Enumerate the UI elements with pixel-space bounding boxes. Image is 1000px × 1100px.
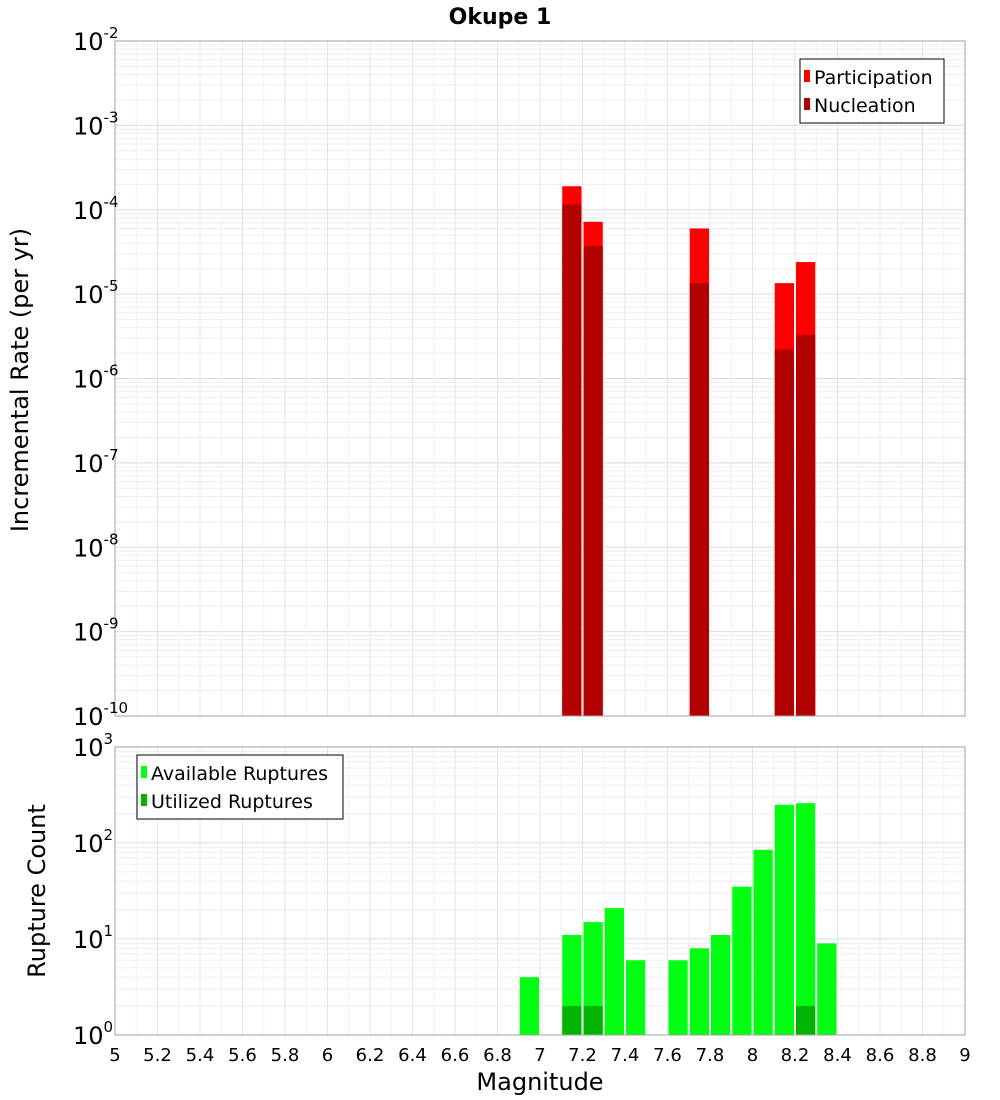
top-plot-frame [114, 40, 966, 717]
bottom-plot-panel: 103 102 101 100 Available Ruptures Utilized R… [73, 730, 971, 1066]
top-legend-swatch [804, 98, 810, 110]
x-tick-label: 7.2 [568, 1045, 597, 1066]
top-legend-entry: Nucleation [814, 95, 916, 117]
bottom-legend-swatch [141, 766, 147, 778]
x-tick-label: 8.2 [781, 1045, 810, 1066]
top-bars [562, 186, 816, 717]
bottom-legend-box [136, 754, 344, 820]
bottom-y-axis-label: Rupture Count [23, 804, 51, 978]
x-tick-label: 5.2 [143, 1045, 172, 1066]
chart-title: Okupe 1 [449, 5, 552, 30]
top-bar-nucleation [689, 283, 709, 716]
top-grid [114, 41, 966, 717]
x-tick-label: 8.6 [866, 1045, 895, 1066]
bottom-y-tick-label: 101 [73, 922, 113, 954]
bottom-legend-swatch [141, 794, 147, 806]
top-y-tick-label: 10-2 [73, 24, 119, 56]
x-tick-label: 5.4 [186, 1045, 215, 1066]
bottom-y-tick-label: 103 [73, 730, 113, 762]
top-y-tick-label: 10-4 [73, 193, 119, 225]
top-bar-nucleation [774, 349, 794, 716]
top-bar-nucleation [796, 334, 816, 716]
bottom-legend-entry: Available Ruptures [151, 763, 328, 785]
top-y-tick-label: 10-8 [73, 530, 119, 562]
x-tick-label: 7.8 [696, 1045, 725, 1066]
bottom-bar-available-ruptures [604, 908, 624, 1035]
top-legend-swatch [804, 70, 810, 82]
bottom-bar-available-ruptures [689, 948, 709, 1035]
bottom-bar-available-ruptures [732, 886, 752, 1035]
bottom-bar-utilized-ruptures [562, 1006, 582, 1035]
bottom-bar-available-ruptures [796, 803, 816, 1035]
x-tick-label: 9 [959, 1045, 970, 1066]
top-y-axis-label: Incremental Rate (per yr) [6, 228, 34, 532]
top-y-tick-label: 10-3 [73, 108, 119, 140]
top-y-tick-label: 10-7 [73, 446, 119, 478]
top-bar-nucleation [562, 204, 582, 717]
top-bar-nucleation [583, 246, 603, 716]
x-tick-label: 7 [534, 1045, 545, 1066]
bottom-bar-available-ruptures [668, 960, 688, 1035]
bottom-bar-utilized-ruptures [583, 1006, 603, 1035]
x-tick-label: 7.6 [653, 1045, 682, 1066]
top-y-tick-label: 10-9 [73, 615, 119, 647]
x-ticks: 5 5.2 5.4 5.6 5.8 6 6.2 6.4 6.6 6.8 7 7.2 7.4 7.6 7.8 8… [109, 1045, 970, 1066]
top-plot-panel: 10-2 10-3 10-4 10-5 10-6 10-7 10-8 10-9 10-10 Par… [73, 24, 966, 731]
x-tick-label: 5.8 [271, 1045, 300, 1066]
x-tick-label: 6.6 [441, 1045, 470, 1066]
bottom-bar-available-ruptures [711, 935, 731, 1035]
bottom-bar-available-ruptures [519, 977, 539, 1035]
x-tick-label: 6 [322, 1045, 333, 1066]
x-tick-label: 8.4 [823, 1045, 852, 1066]
x-tick-label: 6.8 [483, 1045, 512, 1066]
bottom-bar-utilized-ruptures [796, 1006, 816, 1035]
x-tick-label: 7.4 [611, 1045, 640, 1066]
bottom-bar-available-ruptures [774, 804, 794, 1035]
bottom-y-ticks: 103 102 101 100 [73, 730, 113, 1050]
bottom-legend-entry: Utilized Ruptures [151, 791, 313, 813]
bottom-plot-frame [114, 746, 966, 1036]
x-tick-label: 8 [747, 1045, 758, 1066]
x-tick-label: 5 [109, 1045, 120, 1066]
top-y-tick-label: 10-6 [73, 362, 119, 394]
bottom-bar-available-ruptures [753, 849, 773, 1035]
bottom-legend: Available Ruptures Utilized Ruptures [136, 754, 344, 820]
x-tick-label: 8.8 [908, 1045, 937, 1066]
top-legend-entry: Participation [814, 67, 933, 89]
bottom-y-tick-label: 102 [73, 826, 113, 858]
bottom-y-tick-label: 100 [73, 1018, 113, 1050]
top-legend-box [799, 58, 945, 124]
top-y-tick-label: 10-10 [73, 699, 128, 731]
x-tick-label: 5.6 [228, 1045, 257, 1066]
top-y-tick-label: 10-5 [73, 277, 119, 309]
x-tick-label: 6.4 [398, 1045, 427, 1066]
x-axis-label: Magnitude [476, 1068, 603, 1096]
bottom-bar-available-ruptures [817, 943, 837, 1035]
top-y-ticks: 10-2 10-3 10-4 10-5 10-6 10-7 10-8 10-9 10-10 [73, 24, 128, 731]
x-tick-label: 6.2 [356, 1045, 385, 1066]
top-legend: Participation Nucleation [799, 58, 945, 124]
bottom-bar-available-ruptures [626, 960, 646, 1035]
bottom-bars [519, 803, 837, 1035]
